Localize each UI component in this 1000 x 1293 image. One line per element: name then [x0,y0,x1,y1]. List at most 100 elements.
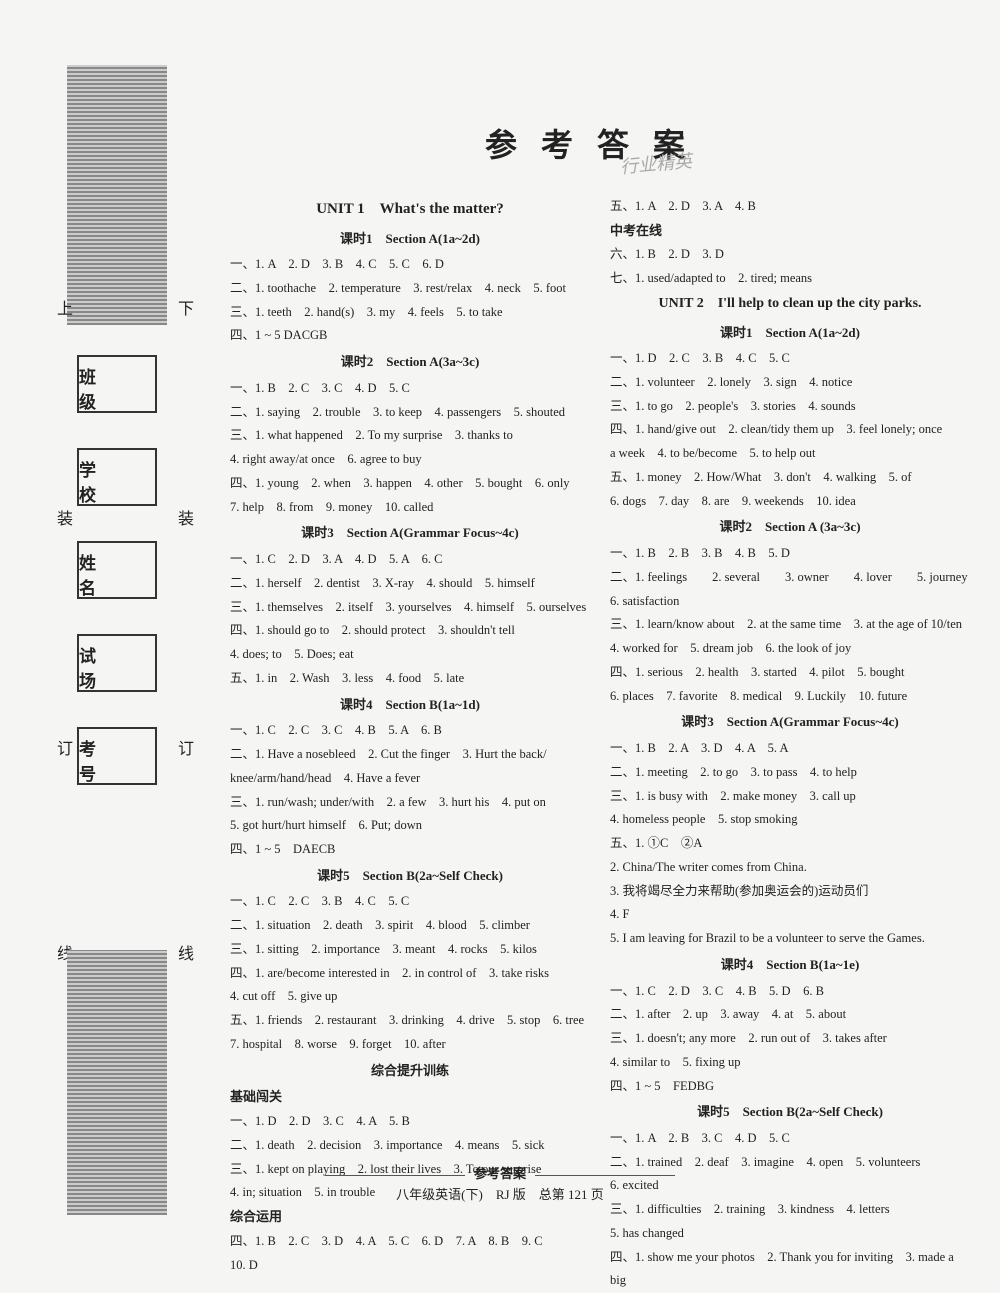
u2s4-title: 课时4 Section B(1a~1e) [610,953,970,978]
deco-pattern-top [67,65,167,325]
answer-line: 二、1. after 2. up 3. away 4. at 5. about [610,1003,970,1027]
answer-line: 一、1. B 2. B 3. B 4. B 5. D [610,542,970,566]
answer-line: 二、1. herself 2. dentist 3. X-ray 4. shou… [230,572,590,596]
page-root: 上 下 班 级 学 校 装 装 姓 名 试 场 订 订 考 号 线 线 参 考 … [0,0,1000,1258]
footer-label: 参考答案 [474,1166,526,1181]
answer-line: 四、1. show me your photos 2. Thank you fo… [610,1246,970,1293]
box-name: 姓 名 [77,541,157,599]
answer-line: 2. China/The writer comes from China. [610,856,970,880]
answer-line: 三、1. what happened 2. To my surprise 3. … [230,424,590,448]
answer-line: 一、1. D 2. C 3. B 4. C 5. C [610,347,970,371]
answer-line: 4. worked for 5. dream job 6. the look o… [610,637,970,661]
footer-line-r [535,1175,675,1176]
answer-line: 四、1. should go to 2. should protect 3. s… [230,619,590,643]
answer-line: 二、1. saying 2. trouble 3. to keep 4. pas… [230,401,590,425]
label-xian-r: 线 [171,945,195,961]
label-down: 下 [171,300,195,316]
u2s5-title: 课时5 Section B(2a~Self Check) [610,1100,970,1125]
answer-line: 一、1. B 2. C 3. C 4. D 5. C [230,377,590,401]
answer-line: 4. similar to 5. fixing up [610,1051,970,1075]
u1s3-title: 课时3 Section A(Grammar Focus~4c) [230,521,590,546]
answer-line: 3. 我将竭尽全力来帮助(参加奥运会的)运动员们 [610,880,970,904]
u1s1-title: 课时1 Section A(1a~2d) [230,227,590,252]
answer-line: 四、1 ~ 5 DACGB [230,324,590,348]
answer-line: 10. D [230,1254,590,1278]
column-left: UNIT 1 What's the matter? 课时1 Section A(… [220,195,600,1195]
u2s2-title: 课时2 Section A (3a~3c) [610,515,970,540]
watermark: 行业精英 [619,147,693,179]
answer-line: 四、1. young 2. when 3. happen 4. other 5.… [230,472,590,496]
answer-line: 四、1. B 2. C 3. D 4. A 5. C 6. D 7. A 8. … [230,1230,590,1254]
answer-line: 二、1. situation 2. death 3. spirit 4. blo… [230,914,590,938]
answer-line: 三、1. to go 2. people's 3. stories 4. sou… [610,395,970,419]
box-number-label: 考 号 [79,735,155,785]
answer-line: 二、1. feelings 2. several 3. owner 4. lov… [610,566,970,590]
page-footer: 参考答案 八年级英语(下) RJ 版 总第 121 页 [0,1163,1000,1203]
u1s4-title: 课时4 Section B(1a~1d) [230,693,590,718]
answer-line: 一、1. C 2. D 3. C 4. B 5. D 6. B [610,980,970,1004]
answer-line: 5. I am leaving for Brazil to be a volun… [610,927,970,951]
unit1-title: UNIT 1 What's the matter? [230,195,590,224]
zh-h2: 综合运用 [230,1205,590,1230]
box-school-label: 学 校 [79,456,155,506]
answer-line: knee/arm/hand/head 4. Have a fever [230,767,590,791]
u2s3-title: 课时3 Section A(Grammar Focus~4c) [610,710,970,735]
answer-line: 6. places 7. favorite 8. medical 9. Luck… [610,685,970,709]
content-area: UNIT 1 What's the matter? 课时1 Section A(… [220,195,980,1195]
answer-line: 二、1. volunteer 2. lonely 3. sign 4. noti… [610,371,970,395]
answer-line: 5. has changed [610,1222,970,1246]
answer-line: 6. satisfaction [610,590,970,614]
label-zhuang-r: 装 [171,510,195,526]
answer-line: 五、1. A 2. D 3. A 4. B [610,195,970,219]
answer-line: 四、1. are/become interested in 2. in cont… [230,962,590,986]
answer-line: 一、1. D 2. D 3. C 4. A 5. B [230,1110,590,1134]
answer-line: 三、1. doesn't; any more 2. run out of 3. … [610,1027,970,1051]
answer-line: 4. cut off 5. give up [230,985,590,1009]
answer-line: 五、1. friends 2. restaurant 3. drinking 4… [230,1009,590,1033]
zh-title: 综合提升训练 [230,1059,590,1084]
answer-line: 四、1. serious 2. health 3. started 4. pil… [610,661,970,685]
answer-line: 二、1. death 2. decision 3. importance 4. … [230,1134,590,1158]
answer-line: 五、1. in 2. Wash 3. less 4. food 5. late [230,667,590,691]
unit2-title: UNIT 2 I'll help to clean up the city pa… [610,291,970,318]
answer-line: 4. right away/at once 6. agree to buy [230,448,590,472]
answer-line: 7. help 8. from 9. money 10. called [230,496,590,520]
answer-line: 二、1. Have a nosebleed 2. Cut the finger … [230,743,590,767]
answer-line: 五、1. ①C ②A [610,832,970,856]
answer-line: 三、1. learn/know about 2. at the same tim… [610,613,970,637]
box-school: 学 校 [77,448,157,506]
answer-line: 四、1. hand/give out 2. clean/tidy them up… [610,418,970,442]
box-class: 班 级 [77,355,157,413]
u1s5-title: 课时5 Section B(2a~Self Check) [230,864,590,889]
label-up: 上 [50,300,74,316]
answer-line: 4. does; to 5. Does; eat [230,643,590,667]
footer-line-l [325,1175,465,1176]
binding-sidebar: 上 下 班 级 学 校 装 装 姓 名 试 场 订 订 考 号 线 线 [55,65,180,1215]
answer-line: a week 4. to be/become 5. to help out [610,442,970,466]
column-right: 五、1. A 2. D 3. A 4. B 中考在线 六、1. B 2. D 3… [600,195,980,1195]
answer-line: 4. F [610,903,970,927]
answer-line: 一、1. B 2. A 3. D 4. A 5. A [610,737,970,761]
u1s2-title: 课时2 Section A(3a~3c) [230,350,590,375]
answer-line: 二、1. toothache 2. temperature 3. rest/re… [230,277,590,301]
answer-line: 一、1. A 2. B 3. C 4. D 5. C [610,1127,970,1151]
box-name-label: 姓 名 [79,549,155,599]
zkzx: 中考在线 [610,219,970,244]
label-ding-l: 订 [50,740,74,756]
answer-line: 4. homeless people 5. stop smoking [610,808,970,832]
answer-line: 一、1. C 2. D 3. A 4. D 5. A 6. C [230,548,590,572]
label-ding-r: 订 [171,740,195,756]
answer-line: 6. dogs 7. day 8. are 9. weekends 10. id… [610,490,970,514]
answer-line: 7. hospital 8. worse 9. forget 10. after [230,1033,590,1057]
answer-line: 三、1. run/wash; under/with 2. a few 3. hu… [230,791,590,815]
answer-line: 一、1. C 2. C 3. B 4. C 5. C [230,890,590,914]
answer-line: 七、1. used/adapted to 2. tired; means [610,267,970,291]
answer-line: 三、1. is busy with 2. make money 3. call … [610,785,970,809]
box-number: 考 号 [77,727,157,785]
label-zhuang-l: 装 [50,510,74,526]
answer-line: 四、1 ~ 5 FEDBG [610,1075,970,1099]
answer-line: 五、1. money 2. How/What 3. don't 4. walki… [610,466,970,490]
answer-line: 六、1. B 2. D 3. D [610,243,970,267]
answer-line: 一、1. A 2. D 3. B 4. C 5. C 6. D [230,253,590,277]
answer-line: 三、1. themselves 2. itself 3. yourselves … [230,596,590,620]
